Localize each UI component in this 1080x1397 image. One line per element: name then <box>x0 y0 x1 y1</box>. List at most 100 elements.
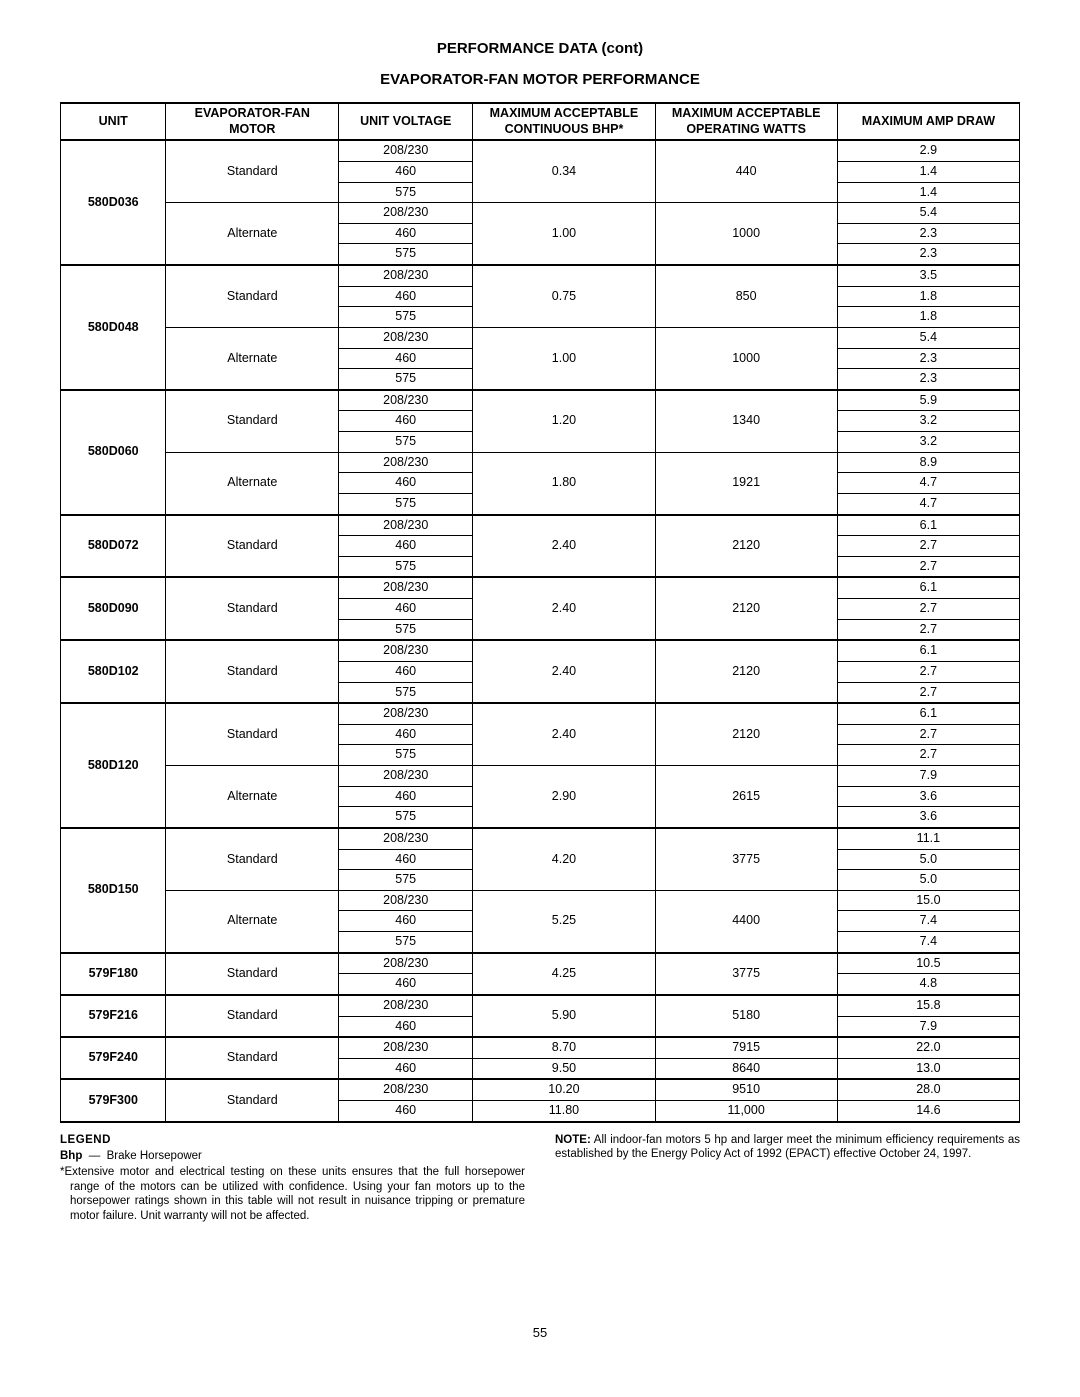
amp-cell: 15.8 <box>837 995 1019 1016</box>
watts-cell: 8640 <box>655 1058 837 1079</box>
watts-cell: 2120 <box>655 703 837 765</box>
voltage-cell: 208/230 <box>339 1037 473 1058</box>
voltage-cell: 460 <box>339 974 473 995</box>
unit-cell: 580D090 <box>61 577 166 640</box>
amp-cell: 6.1 <box>837 515 1019 536</box>
amp-cell: 7.9 <box>837 1016 1019 1037</box>
motor-cell: Alternate <box>166 890 339 952</box>
voltage-cell: 208/230 <box>339 203 473 224</box>
amp-cell: 5.4 <box>837 203 1019 224</box>
voltage-cell: 208/230 <box>339 390 473 411</box>
voltage-cell: 460 <box>339 599 473 620</box>
motor-cell: Standard <box>166 577 339 640</box>
amp-cell: 4.7 <box>837 473 1019 494</box>
motor-cell: Standard <box>166 265 339 327</box>
amp-cell: 2.7 <box>837 682 1019 703</box>
amp-cell: 6.1 <box>837 703 1019 724</box>
voltage-cell: 208/230 <box>339 577 473 598</box>
bhp-cell: 5.90 <box>473 995 655 1037</box>
motor-cell: Alternate <box>166 327 339 389</box>
unit-cell: 580D036 <box>61 140 166 265</box>
amp-cell: 3.5 <box>837 265 1019 286</box>
amp-cell: 5.9 <box>837 390 1019 411</box>
amp-cell: 4.8 <box>837 974 1019 995</box>
watts-cell: 1000 <box>655 327 837 389</box>
voltage-cell: 460 <box>339 348 473 369</box>
bhp-cell: 1.80 <box>473 452 655 514</box>
amp-cell: 2.3 <box>837 348 1019 369</box>
watts-cell: 2120 <box>655 640 837 703</box>
voltage-cell: 575 <box>339 493 473 514</box>
page-title: PERFORMANCE DATA (cont) <box>60 40 1020 57</box>
page-subtitle: EVAPORATOR-FAN MOTOR PERFORMANCE <box>60 71 1020 88</box>
voltage-cell: 575 <box>339 682 473 703</box>
amp-cell: 3.6 <box>837 807 1019 828</box>
amp-cell: 10.5 <box>837 953 1019 974</box>
amp-cell: 1.4 <box>837 182 1019 203</box>
amp-cell: 6.1 <box>837 577 1019 598</box>
voltage-cell: 575 <box>339 556 473 577</box>
voltage-cell: 208/230 <box>339 452 473 473</box>
motor-cell: Standard <box>166 953 339 995</box>
motor-cell: Standard <box>166 515 339 578</box>
amp-cell: 15.0 <box>837 890 1019 911</box>
voltage-cell: 208/230 <box>339 1079 473 1100</box>
voltage-cell: 460 <box>339 223 473 244</box>
amp-cell: 2.3 <box>837 244 1019 265</box>
amp-cell: 7.9 <box>837 766 1019 787</box>
amp-cell: 2.9 <box>837 140 1019 161</box>
amp-cell: 2.7 <box>837 745 1019 766</box>
amp-cell: 22.0 <box>837 1037 1019 1058</box>
voltage-cell: 460 <box>339 161 473 182</box>
amp-cell: 3.6 <box>837 786 1019 807</box>
amp-cell: 13.0 <box>837 1058 1019 1079</box>
voltage-cell: 460 <box>339 661 473 682</box>
amp-cell: 6.1 <box>837 640 1019 661</box>
legend-note: NOTE: All indoor-fan motors 5 hp and lar… <box>555 1133 1020 1162</box>
voltage-cell: 460 <box>339 411 473 432</box>
bhp-cell: 1.00 <box>473 203 655 265</box>
motor-cell: Alternate <box>166 203 339 265</box>
unit-cell: 580D120 <box>61 703 166 828</box>
unit-cell: 579F240 <box>61 1037 166 1079</box>
watts-cell: 7915 <box>655 1037 837 1058</box>
voltage-cell: 208/230 <box>339 890 473 911</box>
watts-cell: 11,000 <box>655 1101 837 1122</box>
motor-cell: Standard <box>166 995 339 1037</box>
voltage-cell: 208/230 <box>339 327 473 348</box>
amp-cell: 8.9 <box>837 452 1019 473</box>
motor-cell: Standard <box>166 1037 339 1079</box>
voltage-cell: 460 <box>339 786 473 807</box>
bhp-cell: 2.40 <box>473 703 655 765</box>
unit-cell: 580D072 <box>61 515 166 578</box>
voltage-cell: 575 <box>339 870 473 891</box>
unit-cell: 579F300 <box>61 1079 166 1121</box>
amp-cell: 5.4 <box>837 327 1019 348</box>
voltage-cell: 460 <box>339 911 473 932</box>
voltage-cell: 460 <box>339 473 473 494</box>
legend-bhp-label: Bhp <box>60 1150 82 1162</box>
th-bhp: MAXIMUM ACCEPTABLE CONTINUOUS BHP* <box>473 103 655 140</box>
watts-cell: 440 <box>655 140 837 202</box>
th-amp: MAXIMUM AMP DRAW <box>837 103 1019 140</box>
legend-footnote: *Extensive motor and electrical testing … <box>60 1165 525 1223</box>
amp-cell: 1.8 <box>837 286 1019 307</box>
bhp-cell: 0.75 <box>473 265 655 327</box>
performance-table: UNIT EVAPORATOR-FAN MOTOR UNIT VOLTAGE M… <box>60 102 1020 1123</box>
amp-cell: 2.7 <box>837 661 1019 682</box>
watts-cell: 4400 <box>655 890 837 952</box>
voltage-cell: 460 <box>339 1058 473 1079</box>
voltage-cell: 208/230 <box>339 995 473 1016</box>
bhp-cell: 2.40 <box>473 577 655 640</box>
voltage-cell: 208/230 <box>339 140 473 161</box>
watts-cell: 3775 <box>655 953 837 995</box>
amp-cell: 2.7 <box>837 556 1019 577</box>
motor-cell: Alternate <box>166 452 339 514</box>
legend-heading: LEGEND <box>60 1133 525 1147</box>
th-unit: UNIT <box>61 103 166 140</box>
bhp-cell: 8.70 <box>473 1037 655 1058</box>
voltage-cell: 460 <box>339 724 473 745</box>
watts-cell: 850 <box>655 265 837 327</box>
amp-cell: 3.2 <box>837 411 1019 432</box>
voltage-cell: 208/230 <box>339 766 473 787</box>
